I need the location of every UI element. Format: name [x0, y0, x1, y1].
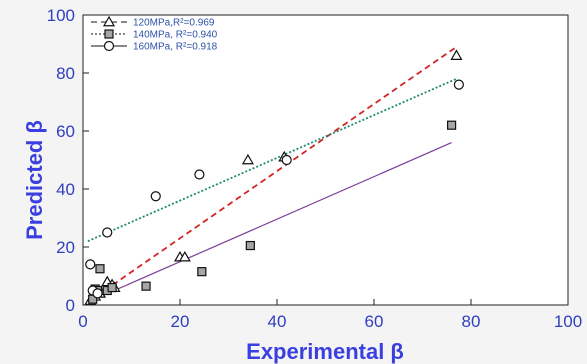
x-tick-label: 40	[268, 312, 287, 331]
y-tick-label: 60	[56, 122, 75, 141]
point-circle-4	[102, 227, 113, 238]
y-tick-label: 20	[56, 238, 75, 257]
x-tick-label: 100	[554, 312, 582, 331]
y-tick-label: 40	[56, 180, 75, 199]
data-points	[84, 49, 464, 305]
x-tick-label: 60	[365, 312, 384, 331]
point-circle-6	[194, 169, 205, 180]
fit-line-3	[87, 142, 452, 303]
point-circle-7	[281, 154, 292, 166]
legend-marker-2	[104, 29, 114, 39]
x-tick-label: 20	[171, 312, 190, 331]
x-axis-title: Experimental β	[246, 339, 404, 364]
legend-marker-3	[103, 40, 115, 52]
point-square-10	[447, 120, 457, 130]
fit-line-2	[87, 77, 457, 243]
y-tick-label: 100	[47, 6, 75, 25]
plot-area	[82, 14, 569, 306]
point-square-6	[107, 283, 117, 293]
point-circle-3	[92, 288, 103, 299]
legend-marker-1	[102, 15, 116, 27]
point-square-8	[197, 267, 207, 277]
legend-label-3: 160MPa, R²=0.918	[133, 42, 218, 53]
legend-label-2: 140MPa, R²=0.940	[133, 30, 218, 41]
point-circle-8	[453, 79, 464, 90]
point-triangle-12	[450, 49, 463, 60]
point-square-7	[141, 281, 151, 291]
point-triangle-10	[241, 153, 254, 165]
legend-label-1: 120MPa,R²=0.969	[133, 18, 215, 29]
y-tick-label: 0	[66, 296, 75, 315]
x-axis-ticks: 0 20 40 60 80 100	[78, 299, 582, 331]
y-axis-title: Predicted β	[22, 120, 47, 240]
x-tick-label: 80	[462, 312, 481, 331]
point-triangle-9	[178, 250, 191, 262]
fit-lines	[87, 46, 457, 303]
y-tick-label: 80	[56, 64, 75, 83]
point-circle-5	[150, 191, 161, 202]
fit-line-1	[87, 46, 457, 303]
point-circle-1	[85, 259, 96, 270]
x-tick-label: 0	[78, 312, 87, 331]
y-axis-ticks: 0 20 40 60 80 100	[47, 6, 89, 315]
point-square-9	[245, 240, 255, 251]
point-square-4	[95, 264, 105, 274]
